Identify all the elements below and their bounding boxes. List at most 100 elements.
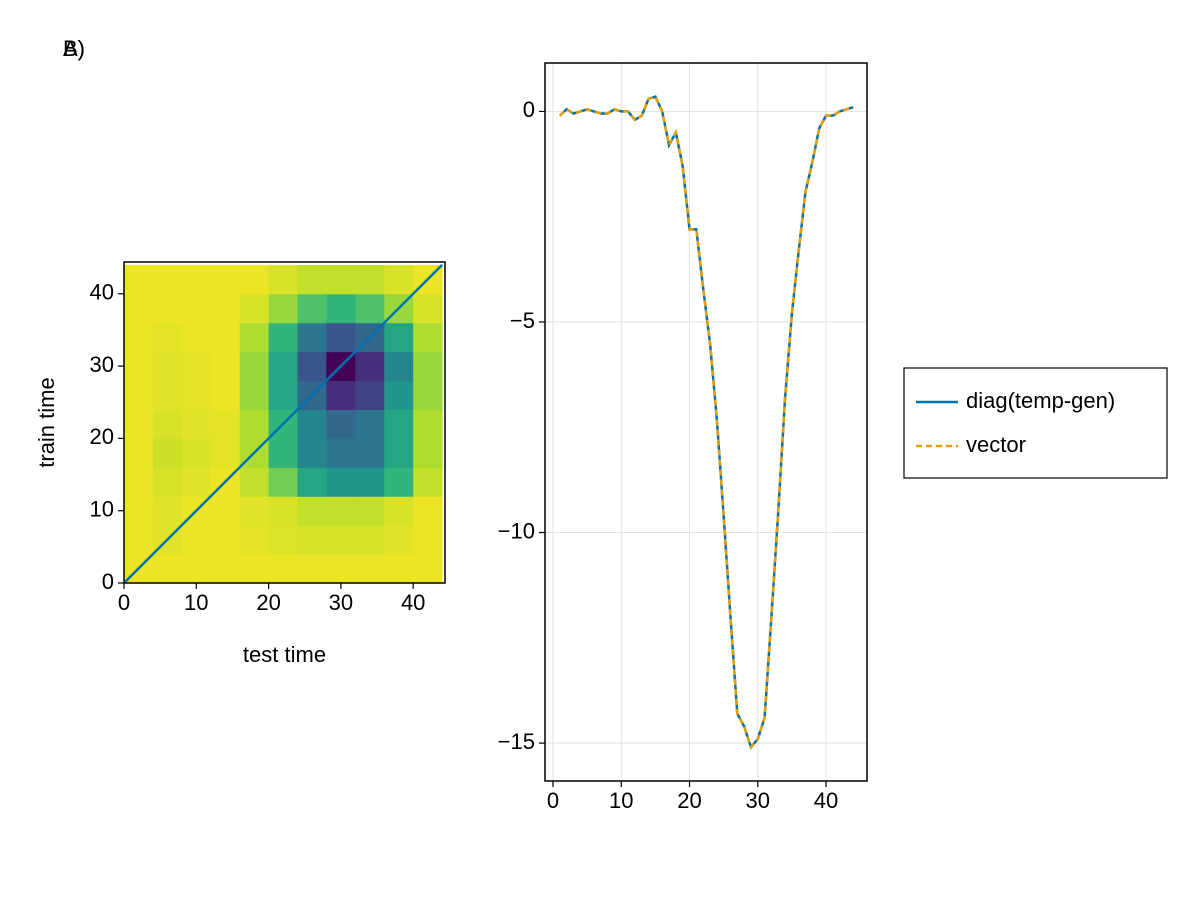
heatmap-cell	[384, 409, 414, 439]
heatmap-cell	[152, 322, 183, 353]
y-tick-label: −5	[510, 308, 535, 333]
heatmap-cell	[239, 496, 270, 526]
heatmap-cell	[355, 409, 385, 439]
panel-label: B)	[63, 36, 85, 61]
heatmap-cell	[239, 467, 270, 497]
heatmap-cell	[181, 409, 212, 439]
heatmap-cell	[181, 351, 212, 382]
heatmap-cell	[384, 322, 414, 353]
x-axis-label: test time	[243, 642, 326, 667]
y-tick-label: 40	[90, 280, 114, 305]
heatmap-cell	[210, 351, 241, 382]
y-tick-label: 10	[90, 497, 114, 522]
heatmap-cell	[268, 351, 299, 382]
legend-label: diag(temp-gen)	[966, 388, 1115, 413]
heatmap-cell	[268, 496, 299, 526]
heatmap-cell	[210, 264, 241, 295]
heatmap-cell	[152, 467, 183, 497]
heatmap-cell	[210, 409, 241, 439]
y-axis-label: train time	[34, 377, 59, 467]
heatmap-cell	[413, 554, 443, 584]
y-tick-label: 0	[523, 97, 535, 122]
heatmap-cell	[210, 293, 241, 324]
heatmap-cell	[413, 351, 443, 382]
heatmap-cell	[124, 380, 154, 410]
heatmap-cell	[124, 293, 154, 324]
heatmap-cell	[355, 554, 385, 584]
series-line	[558, 95, 854, 750]
heatmap-cell	[124, 322, 154, 353]
heatmap-cell	[152, 293, 183, 324]
heatmap-cell	[239, 525, 270, 555]
legend-box	[903, 367, 1168, 479]
heatmap-cell	[239, 322, 270, 353]
heatmap-cell	[152, 438, 183, 468]
heatmap-cell	[297, 293, 327, 324]
heatmap-cell	[239, 409, 270, 439]
heatmap-cell	[268, 380, 299, 410]
x-tick-label: 10	[184, 590, 208, 615]
heatmap-cell	[297, 496, 327, 526]
heatmap-cell	[297, 351, 327, 382]
heatmap-cell	[152, 264, 183, 295]
heatmap-cell	[181, 293, 212, 324]
heatmap-cell	[181, 322, 212, 353]
heatmap-cell	[181, 264, 212, 295]
heatmap-cell	[326, 322, 356, 353]
heatmap-cell	[210, 496, 241, 526]
heatmap-cell	[355, 264, 385, 295]
heatmap-cell	[355, 467, 385, 497]
heatmap-cell	[152, 554, 183, 584]
heatmap-cell	[326, 409, 356, 439]
heatmap-cell	[413, 293, 443, 324]
heatmap-cell	[268, 293, 299, 324]
x-tick-label: 0	[118, 590, 130, 615]
heatmap-cell	[413, 438, 443, 468]
heatmap-cell	[384, 438, 414, 468]
heatmap-cell	[384, 554, 414, 584]
x-tick-label: 20	[677, 788, 701, 813]
heatmap-cell	[326, 380, 356, 410]
heatmap-cell	[355, 438, 385, 468]
heatmap-cell	[181, 438, 212, 468]
heatmap-cell	[355, 525, 385, 555]
heatmap-cell	[413, 467, 443, 497]
y-tick-label: −15	[498, 729, 535, 754]
heatmap-cell	[124, 351, 154, 382]
heatmap-cell	[326, 525, 356, 555]
heatmap-cell	[181, 380, 212, 410]
heatmap-cell	[152, 496, 183, 526]
heatmap-cell	[413, 496, 443, 526]
heatmap-cell	[181, 554, 212, 584]
heatmap-cell	[384, 496, 414, 526]
heatmap-cell	[239, 293, 270, 324]
heatmap-cell	[355, 380, 385, 410]
plot-frame	[123, 261, 446, 584]
heatmap-cell	[210, 438, 241, 468]
x-tick-label: 30	[746, 788, 770, 813]
heatmap-cell	[413, 322, 443, 353]
heatmap-cell	[124, 409, 154, 439]
heatmap-cell	[413, 380, 443, 410]
heatmap-cell	[384, 264, 414, 295]
heatmap-cell	[384, 467, 414, 497]
heatmap-cell	[210, 322, 241, 353]
heatmap-cell	[355, 293, 385, 324]
heatmap-cell	[326, 438, 356, 468]
plot-frame	[544, 62, 868, 782]
heatmap-cell	[181, 467, 212, 497]
heatmap-cell	[124, 467, 154, 497]
heatmap-cell	[210, 525, 241, 555]
diagonal-line	[123, 264, 443, 584]
heatmap-cell	[326, 496, 356, 526]
x-tick-label: 10	[609, 788, 633, 813]
heatmap-cell	[326, 554, 356, 584]
heatmap-cell	[413, 409, 443, 439]
heatmap-cell	[239, 264, 270, 295]
heatmap-cell	[297, 264, 327, 295]
heatmap-cell	[124, 496, 154, 526]
heatmap-cell	[124, 438, 154, 468]
heatmap-cell	[384, 525, 414, 555]
heatmap-cell	[326, 293, 356, 324]
